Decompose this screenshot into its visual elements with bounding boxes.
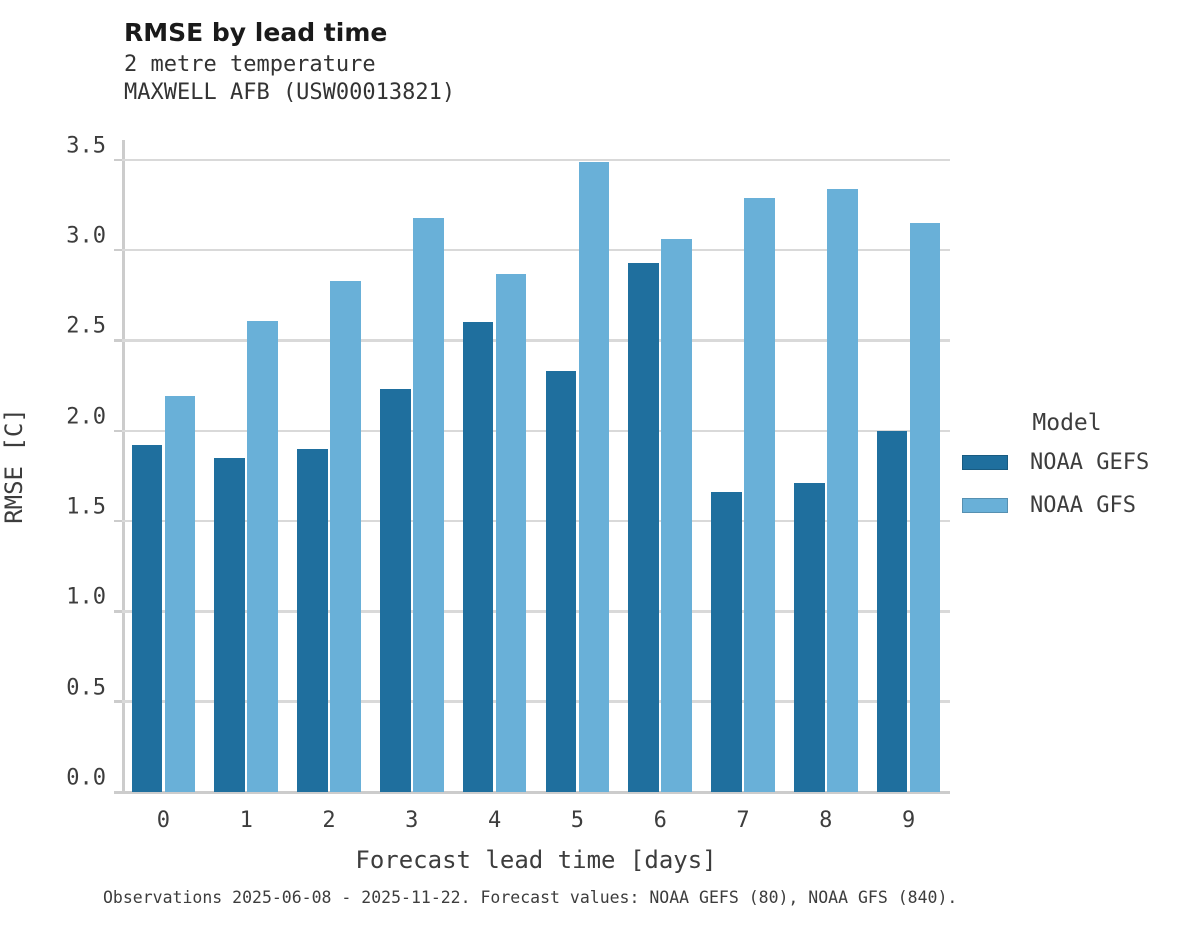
bar-noaa-gfs-lead-9: [909, 223, 941, 792]
bar-noaa-gefs-lead-8: [794, 483, 825, 792]
chart-subtitle-station: MAXWELL AFB (USW00013821): [124, 80, 456, 105]
bar-noaa-gefs-lead-7: [711, 492, 742, 792]
gridline-y-1.5: [122, 519, 950, 523]
bar-noaa-gefs-lead-4: [462, 322, 494, 792]
y-tick-mark-0.0: [114, 790, 122, 794]
bar-noaa-gfs-lead-0: [164, 396, 196, 792]
caption-observations: Observations 2025-06-08 - 2025-11-22. Fo…: [103, 888, 958, 907]
x-tick-label-4: 4: [487, 808, 502, 833]
x-tick-label-5: 5: [570, 808, 585, 833]
legend: Model NOAA GEFS NOAA GFS: [962, 410, 1172, 536]
chart-title: RMSE by lead time: [124, 18, 388, 47]
bar-noaa-gefs-lead-2: [297, 448, 328, 792]
bar-noaa-gfs-lead-3: [413, 217, 444, 792]
bar-noaa-gfs-lead-5: [578, 161, 610, 792]
y-tick-mark-0.5: [114, 700, 122, 703]
y-tick-label-1.5: 1.5: [66, 494, 106, 520]
y-tick-mark-3.0: [114, 248, 122, 252]
bar-noaa-gefs-lead-6: [628, 262, 659, 792]
y-tick-label-3.0: 3.0: [66, 223, 106, 249]
bar-noaa-gfs-lead-7: [744, 197, 775, 792]
x-tick-label-2: 2: [322, 808, 336, 833]
y-tick-label-2.0: 2.0: [66, 404, 106, 430]
bar-noaa-gfs-lead-8: [827, 188, 858, 792]
y-tick-label-3.5: 3.5: [66, 133, 106, 159]
x-tick-label-8: 8: [819, 808, 833, 833]
gridline-y-3: [122, 248, 950, 252]
legend-label: NOAA GEFS: [1030, 450, 1150, 475]
y-tick-mark-1.0: [114, 610, 122, 613]
y-tick-mark-1.5: [114, 519, 122, 523]
bar-noaa-gfs-lead-2: [330, 280, 361, 792]
legend-label: NOAA GFS: [1030, 493, 1136, 518]
x-tick-label-0: 0: [156, 808, 171, 833]
legend-swatch-icon: [962, 498, 1008, 513]
bar-noaa-gfs-lead-6: [661, 239, 692, 792]
plot-area: 0.0 0.5 1.0 1.5 2.0 2.5 3.0 3.5 0 1 2 3 4 5 6 7 8 9: [66, 133, 950, 833]
y-axis-line: [122, 140, 125, 793]
gridline-y-1: [122, 610, 950, 613]
x-axis-label: Forecast lead time [days]: [355, 846, 717, 874]
gridline-y-2: [122, 429, 950, 433]
y-tick-label-2.5: 2.5: [66, 313, 106, 339]
chart-subtitle-variable: 2 metre temperature: [124, 52, 376, 77]
legend-swatch-icon: [962, 455, 1008, 470]
x-tick-label-7: 7: [736, 808, 750, 833]
x-axis-line: [114, 790, 950, 794]
y-tick-mark-2.0: [114, 429, 122, 433]
bar-noaa-gfs-lead-4: [495, 273, 527, 792]
bar-noaa-gefs-lead-9: [876, 430, 908, 792]
legend-entry-noaa-gfs: NOAA GFS: [962, 493, 1172, 518]
y-tick-mark-2.5: [114, 339, 122, 342]
gridline-y-0.5: [122, 700, 950, 703]
bar-noaa-gefs-lead-5: [545, 371, 577, 792]
y-tick-label-0.0: 0.0: [66, 765, 106, 791]
legend-title: Model: [1032, 410, 1102, 436]
y-tick-label-0.5: 0.5: [66, 675, 106, 701]
legend-entry-noaa-gefs: NOAA GEFS: [962, 450, 1172, 475]
bar-noaa-gefs-lead-0: [131, 445, 163, 792]
x-tick-label-6: 6: [653, 808, 667, 833]
y-axis-label: RMSE [C]: [0, 408, 28, 524]
y-tick-mark-3.5: [114, 158, 122, 162]
bar-noaa-gfs-lead-1: [247, 320, 278, 792]
x-tick-label-9: 9: [901, 808, 916, 833]
x-tick-label-1: 1: [239, 808, 253, 833]
bar-noaa-gefs-lead-1: [214, 457, 245, 792]
gridline-y-2.5: [122, 339, 950, 342]
bar-noaa-gefs-lead-3: [380, 389, 411, 792]
legend-entries: NOAA GEFS NOAA GFS: [962, 450, 1172, 518]
y-tick-label-1.0: 1.0: [66, 584, 106, 610]
x-tick-label-3: 3: [405, 808, 419, 833]
gridline-y-3.5: [122, 158, 950, 162]
